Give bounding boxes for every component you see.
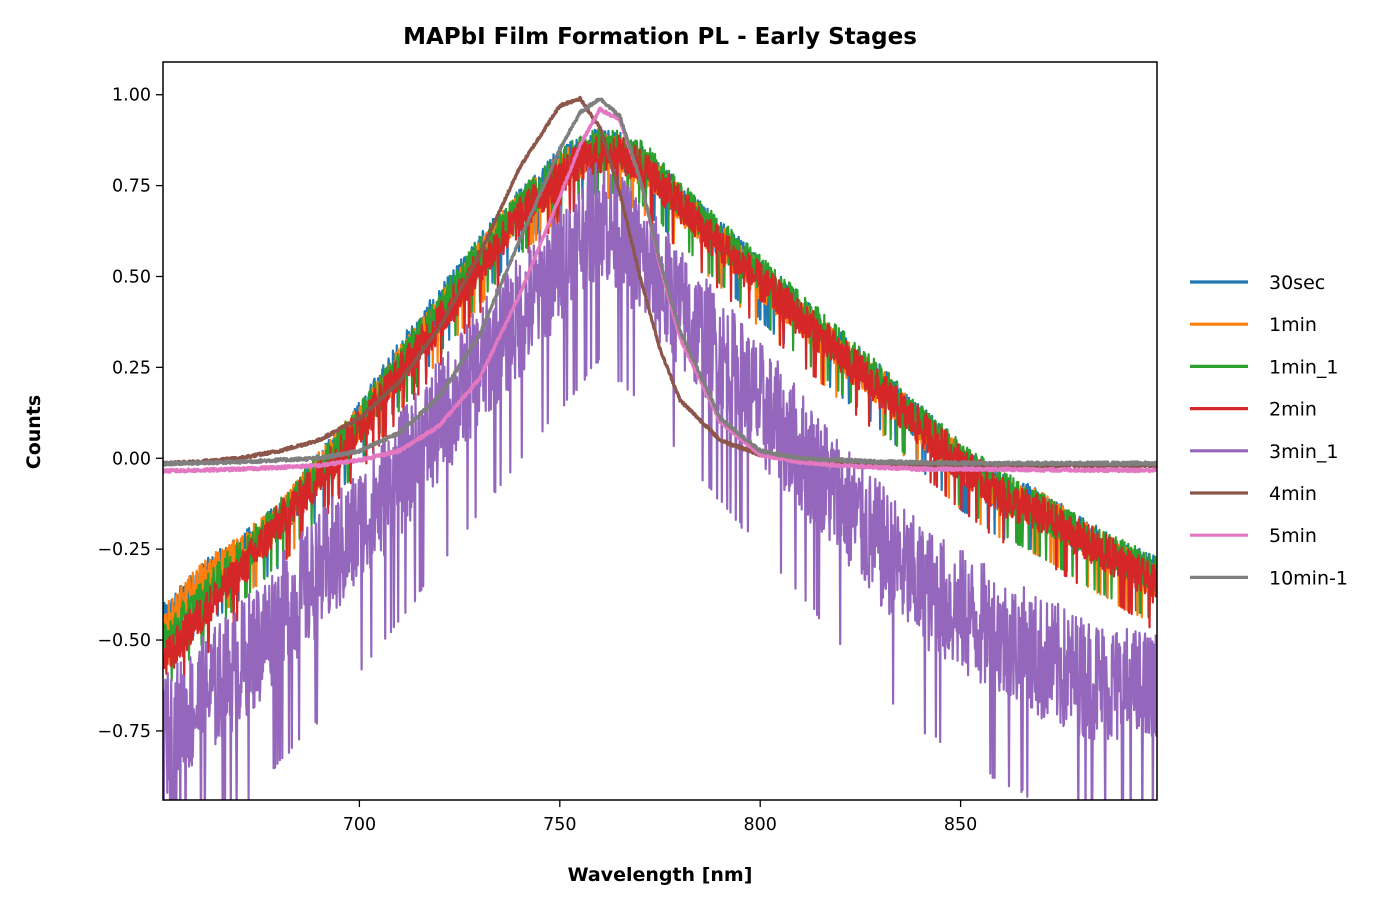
legend: 30sec 1min 1min_1 2min 3min_1 4min 5min 10min-1 xyxy=(1190,272,1348,589)
legend-label: 3min_1 xyxy=(1269,441,1339,463)
x-tick-label: 850 xyxy=(944,815,977,835)
y-tick-label: 1.00 xyxy=(112,86,151,106)
legend-label: 10min-1 xyxy=(1269,567,1348,589)
plot-frame xyxy=(162,61,1158,801)
x-tick-label: 750 xyxy=(543,815,576,835)
y-axis-label: Counts xyxy=(23,395,45,469)
plot-area xyxy=(163,95,1157,800)
x-tick-label: 800 xyxy=(743,815,776,835)
legend-label: 4min xyxy=(1269,483,1317,505)
series-line-10min-1 xyxy=(163,97,1157,467)
y-axis: −0.75 −0.50 −0.25 0.00 0.25 0.50 0.75 1.00 xyxy=(97,86,163,742)
legend-label: 5min xyxy=(1269,525,1317,547)
y-tick-label: 0.75 xyxy=(112,177,151,197)
legend-label: 2min xyxy=(1269,399,1317,421)
series-line-3min_1 xyxy=(163,162,1157,800)
y-tick-label: 0.00 xyxy=(112,449,151,469)
legend-label: 1min xyxy=(1269,314,1317,336)
y-tick-label: −0.75 xyxy=(97,722,151,742)
y-tick-label: −0.50 xyxy=(97,631,151,651)
legend-label: 1min_1 xyxy=(1269,356,1339,378)
legend-label: 30sec xyxy=(1269,272,1325,294)
series-line-2min xyxy=(163,134,1157,683)
y-tick-label: −0.25 xyxy=(97,540,151,560)
y-tick-label: 0.25 xyxy=(112,358,151,378)
chart-title: MAPbI Film Formation PL - Early Stages xyxy=(403,24,917,50)
x-axis-label: Wavelength [nm] xyxy=(568,864,753,886)
x-tick-label: 700 xyxy=(343,815,376,835)
x-axis: 700 750 800 850 xyxy=(343,800,977,835)
y-tick-label: 0.50 xyxy=(112,267,151,287)
